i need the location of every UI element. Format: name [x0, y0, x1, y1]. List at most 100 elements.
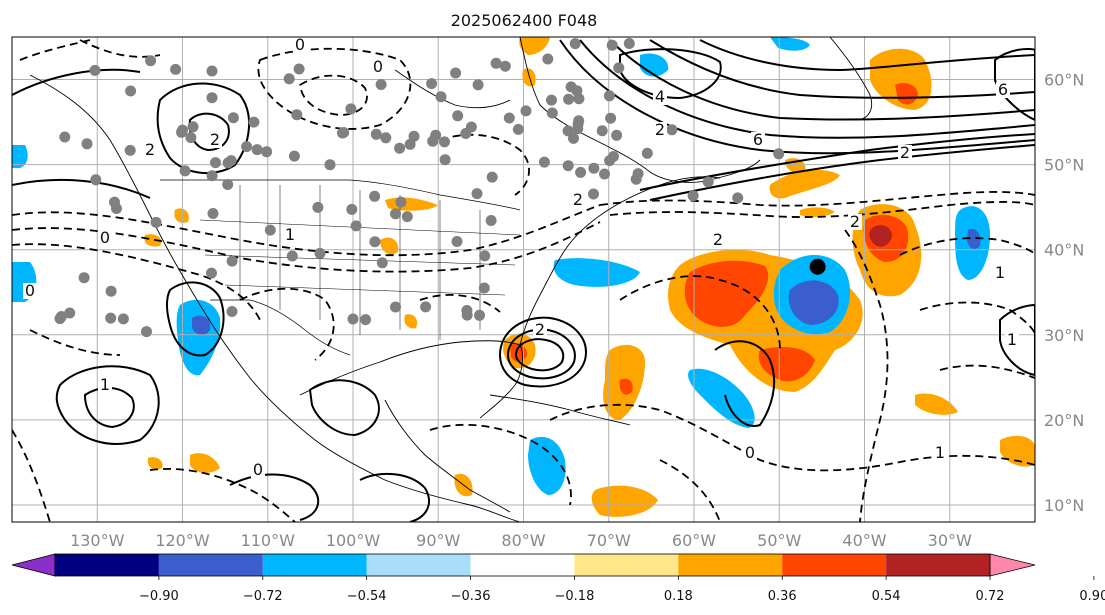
station-dot: [452, 110, 464, 122]
colorbar-tick-label: −0.36: [451, 589, 491, 604]
map-frame: [11, 36, 1036, 523]
station-dot: [571, 85, 583, 97]
station-dot: [472, 79, 484, 91]
contour-top-center: [619, 48, 722, 100]
station-dot: [345, 103, 357, 115]
lon-tick-label: 90°W: [416, 531, 460, 550]
contour-label-bg: [996, 82, 1010, 98]
contour-jet-7: [639, 133, 1035, 191]
lon-tick-label: 30°W: [928, 531, 972, 550]
dashed-contour-4: [599, 191, 1035, 207]
contour-label-bg: [751, 132, 765, 148]
station-dot: [546, 107, 558, 119]
colorbar-tick-label: −0.18: [555, 589, 595, 604]
station-dot: [81, 138, 93, 150]
contour-label: 2: [145, 140, 155, 159]
station-dot: [145, 55, 157, 67]
station-dot: [338, 127, 350, 138]
station-dot: [227, 112, 239, 124]
station-dot: [390, 301, 401, 313]
contour-label-bg: [371, 59, 385, 75]
station-dot: [226, 255, 238, 267]
negative-anomaly-right-core: [967, 228, 981, 249]
contour-label: 1: [100, 375, 110, 394]
negative-anomaly-pacific-core: [192, 315, 211, 336]
station-dot: [206, 267, 217, 279]
contour-label-bg: [98, 230, 112, 246]
contour-label: 0: [25, 281, 35, 300]
station-dot: [568, 132, 579, 144]
station-dot: [176, 126, 187, 138]
station-dot: [187, 121, 199, 133]
map-area: 0 0 2 2 4 6 2 2 1 1 0 2 1 1 0 0 2 6 2 2 0 1: [12, 37, 1035, 522]
lon-tick-label: 60°W: [672, 531, 716, 550]
contour-label: 2: [573, 190, 583, 209]
station-dot: [170, 63, 182, 75]
station-dot: [613, 62, 625, 74]
colorbar-bin: [886, 554, 990, 576]
colorbar-tick-label: 0.36: [768, 589, 797, 604]
station-dot: [461, 309, 473, 321]
contour-label-bg: [533, 322, 547, 338]
station-dot: [375, 79, 387, 90]
station-dot: [369, 190, 381, 202]
station-dot: [439, 154, 451, 166]
negative-anomaly-pacific: [176, 299, 221, 376]
station-dot: [486, 171, 498, 183]
station-dot: [478, 282, 490, 294]
dashed-contour-9: [549, 403, 1035, 472]
station-dot: [435, 91, 447, 103]
contour-label: 4: [655, 87, 665, 106]
contour-label-bg: [848, 214, 862, 230]
station-dot: [150, 216, 162, 228]
contour-label-bg: [711, 232, 725, 248]
contour-mid-atl: [714, 340, 776, 427]
station-dot: [312, 201, 324, 213]
station-dot: [286, 250, 298, 262]
contour-label-bg: [898, 145, 912, 161]
contour-label: 6: [753, 130, 763, 149]
dashed-contour-14: [919, 301, 1035, 336]
station-dot: [90, 174, 102, 186]
station-dot: [251, 144, 263, 156]
station-dot: [207, 208, 219, 219]
station-dot: [293, 63, 305, 75]
lon-tick-label: 130°W: [70, 531, 125, 550]
contour-pacific-1: [55, 365, 160, 445]
negative-anomaly-core: [788, 280, 839, 325]
contour-label-bg: [743, 445, 757, 461]
station-dot: [471, 188, 483, 200]
latitude-ticks: 60°N 50°N 40°N 30°N 20°N 10°N: [1044, 71, 1084, 515]
dashed-contour-10: [429, 423, 572, 506]
positive-anomaly-band: [769, 169, 840, 199]
dashed-contours: [12, 39, 1035, 522]
dashed-contour-17: [19, 39, 161, 61]
station-dot: [606, 39, 618, 51]
station-dot: [241, 141, 253, 153]
negative-anomaly-east-coast: [553, 258, 640, 287]
contour-label: 6: [998, 80, 1008, 99]
negative-anomaly-top: [770, 37, 810, 51]
contour-label-bg: [23, 283, 37, 299]
station-dot: [490, 57, 502, 69]
station-dot: [179, 165, 191, 177]
station-dot: [562, 160, 574, 172]
colorbar-bin: [678, 554, 783, 576]
positive-anomaly-small-5: [144, 234, 162, 247]
positive-anomaly-small-12: [800, 207, 835, 217]
colorbar-bin: [366, 554, 471, 576]
station-dot: [503, 112, 515, 124]
contour-low-ring-2: [506, 328, 576, 380]
dashed-contour-12: [844, 229, 889, 522]
station-dot: [288, 150, 300, 162]
station-dot: [283, 73, 295, 85]
colorbar-bin: [158, 554, 263, 576]
station-dot: [702, 176, 714, 188]
station-dot: [427, 135, 439, 147]
contour-label-bg: [143, 142, 157, 158]
dashed-contour-11: [12, 329, 121, 522]
station-dot: [78, 272, 90, 284]
greenland-line: [829, 37, 873, 121]
station-dot: [623, 38, 635, 49]
